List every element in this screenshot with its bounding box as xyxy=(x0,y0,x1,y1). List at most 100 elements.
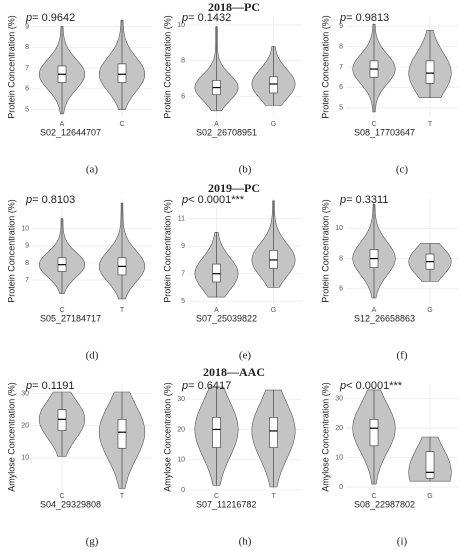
y-axis-label: Protein Concentration (%) xyxy=(162,199,172,303)
y-tick-label: 9 xyxy=(339,23,343,30)
box xyxy=(269,417,278,448)
x-tick-label: T xyxy=(120,307,125,314)
section-title: 2019—PC xyxy=(208,181,260,195)
x-axis-label: S08_22987802 xyxy=(354,499,415,509)
x-tick-label: T xyxy=(271,493,276,500)
p-symbol: p xyxy=(339,380,346,392)
y-tick-label: 8 xyxy=(339,43,343,50)
p-text: = 0.9813 xyxy=(346,12,389,24)
x-tick-label: C xyxy=(59,307,64,314)
p-value: p< 0.0001*** xyxy=(181,194,245,206)
y-tick-label: 30 xyxy=(21,390,29,397)
y-tick-label: 6 xyxy=(181,93,185,100)
panel-label: (e) xyxy=(239,350,252,362)
x-axis-label: S08_17703647 xyxy=(354,127,415,137)
p-text: = 0.1432 xyxy=(188,12,231,24)
y-tick-label: 7 xyxy=(25,277,29,284)
y-tick-label: 10 xyxy=(335,225,343,232)
panel-label: (a) xyxy=(86,164,99,176)
y-tick-label: 10 xyxy=(21,455,29,462)
box xyxy=(212,417,221,448)
p-symbol: p xyxy=(25,194,32,206)
x-tick-label: A xyxy=(214,307,219,314)
y-axis-label: Protein Concentration (%) xyxy=(320,15,330,119)
y-axis-label: Amylose Concentration (%) xyxy=(320,382,330,492)
y-tick-label: 30 xyxy=(335,396,343,403)
y-tick-label: 20 xyxy=(177,426,185,433)
x-tick-label: A xyxy=(372,307,377,314)
x-axis-label: S02_12644707 xyxy=(40,127,101,137)
p-text: = 0.1191 xyxy=(32,380,74,392)
x-tick-label: C xyxy=(371,121,376,128)
x-tick-label: C xyxy=(59,493,64,500)
p-text: = 0.9642 xyxy=(32,12,75,24)
p-symbol: p xyxy=(339,12,346,24)
y-tick-label: 9 xyxy=(25,23,29,30)
y-tick-label: 11 xyxy=(178,215,185,222)
box xyxy=(212,263,221,283)
x-axis-label: S07_11216782 xyxy=(196,499,256,509)
y-tick-label: 6 xyxy=(25,86,29,93)
box xyxy=(369,419,379,447)
y-axis-label: Amylose Concentration (%) xyxy=(6,382,16,492)
x-tick-label: A xyxy=(214,121,219,128)
y-tick-label: 7 xyxy=(181,271,185,278)
x-axis-label: S02_26708951 xyxy=(196,127,257,137)
p-value: p= 0.9813 xyxy=(339,12,389,24)
y-tick-label: 6 xyxy=(339,286,343,293)
x-tick-label: G xyxy=(271,121,276,128)
x-tick-label: G xyxy=(427,307,432,314)
p-text: = 0.6417 xyxy=(188,380,231,392)
box xyxy=(117,63,127,83)
x-axis-label: S12_26658863 xyxy=(354,313,415,323)
y-tick-label: 10 xyxy=(335,454,343,461)
p-value: p= 0.6417 xyxy=(181,380,231,392)
y-tick-label: 10 xyxy=(177,22,185,29)
section-title: 2018—AAC xyxy=(203,365,265,379)
box xyxy=(425,451,435,479)
y-tick-label: 0 xyxy=(181,487,185,494)
y-tick-label: 8 xyxy=(339,255,343,262)
panel-label: (c) xyxy=(396,164,409,176)
x-tick-label: C xyxy=(214,493,219,500)
box xyxy=(425,60,435,84)
y-tick-label: 6 xyxy=(339,84,343,91)
x-axis-label: S04_29329808 xyxy=(40,499,101,509)
y-tick-label: 0 xyxy=(339,484,343,491)
box xyxy=(269,250,278,269)
panel-label: (b) xyxy=(239,164,252,176)
panel-label: (g) xyxy=(86,536,99,548)
x-tick-label: G xyxy=(427,493,432,500)
y-tick-label: 8 xyxy=(25,44,29,51)
y-axis-label: Protein Concentration (%) xyxy=(162,15,172,119)
box xyxy=(269,76,278,94)
p-value: p= 0.9642 xyxy=(25,12,75,24)
x-tick-label: A xyxy=(60,121,65,128)
x-tick-label: T xyxy=(428,121,433,128)
y-tick-label: 7 xyxy=(25,65,29,72)
y-tick-label: 30 xyxy=(177,396,185,403)
p-value: p= 0.8103 xyxy=(25,194,75,206)
x-tick-label: C xyxy=(119,121,124,128)
y-axis-label: Protein Concentration (%) xyxy=(6,15,16,119)
y-tick-label: 5 xyxy=(25,107,29,114)
y-tick-label: 7 xyxy=(339,64,343,71)
y-tick-label: 20 xyxy=(21,423,29,430)
x-axis-label: S05_27184717 xyxy=(40,313,101,323)
x-tick-label: T xyxy=(120,493,125,500)
y-tick-label: 10 xyxy=(177,457,185,464)
y-tick-label: 8 xyxy=(181,58,185,65)
y-tick-label: 8 xyxy=(25,260,29,267)
p-symbol: p xyxy=(25,380,32,392)
panel-label: (f) xyxy=(397,350,408,362)
p-symbol: p xyxy=(25,12,32,24)
p-text: < 0.0001*** xyxy=(188,194,245,206)
p-text: < 0.0001*** xyxy=(346,380,403,392)
y-tick-label: 5 xyxy=(339,105,343,112)
p-value: p= 0.3311 xyxy=(339,194,388,206)
y-axis-label: Protein Concentration (%) xyxy=(6,199,16,303)
box xyxy=(117,419,127,449)
p-symbol: p xyxy=(181,12,188,24)
section-title: 2018—PC xyxy=(208,0,260,14)
x-tick-label: C xyxy=(371,493,376,500)
